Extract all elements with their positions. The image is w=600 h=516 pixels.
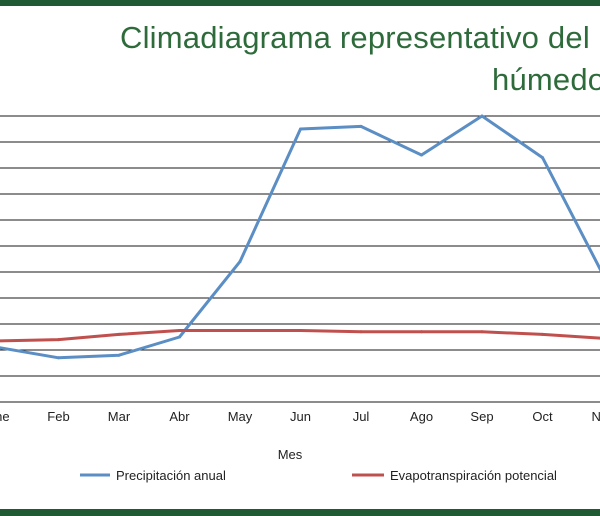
data-point-series-1	[299, 127, 302, 131]
data-point-series-1	[541, 156, 544, 160]
x-tick-label: Nov	[591, 409, 600, 424]
data-point-series-2	[238, 329, 242, 332]
chart-title-line-1: Climadiagrama representativo del bosque	[120, 20, 600, 55]
data-point-series-2	[480, 330, 484, 334]
data-point-series-2	[299, 329, 302, 332]
series-line-2	[0, 329, 600, 343]
data-point-series-2	[359, 330, 363, 334]
x-tick-label: Jul	[353, 409, 370, 424]
x-axis-title: Mes	[278, 447, 303, 462]
data-point-series-1	[117, 353, 121, 357]
data-point-series-1	[480, 114, 484, 118]
data-point-series-1	[178, 335, 181, 339]
series-line-1	[0, 114, 600, 360]
x-tick-label: May	[228, 409, 253, 424]
top-border	[0, 0, 600, 6]
x-tick-label: Jun	[290, 409, 311, 424]
bottom-border	[0, 509, 600, 516]
data-point-series-1	[57, 356, 60, 360]
x-tick-label: Mar	[108, 409, 131, 424]
chart-title: Climadiagrama representativo del bosque …	[0, 18, 600, 98]
legend-label-1: Precipitación anual	[116, 468, 226, 483]
chart-title-line-2: húmedo	[492, 62, 600, 97]
data-point-series-2	[57, 338, 60, 342]
x-tick-label: Oct	[532, 409, 553, 424]
x-tick-label: Ene	[0, 409, 10, 424]
data-point-series-1	[359, 124, 363, 128]
data-point-series-2	[178, 329, 181, 332]
legend-label-2: Evapotranspiración potencial	[390, 468, 557, 483]
x-tick-label: Abr	[169, 409, 190, 424]
x-tick-label: Feb	[47, 409, 69, 424]
x-tick-label: Sep	[470, 409, 493, 424]
x-tick-label: Ago	[410, 409, 433, 424]
data-point-series-1	[420, 153, 423, 157]
data-point-series-2	[541, 332, 544, 336]
data-point-series-2	[117, 332, 121, 336]
data-point-series-1	[238, 260, 242, 264]
data-point-series-2	[420, 330, 423, 334]
